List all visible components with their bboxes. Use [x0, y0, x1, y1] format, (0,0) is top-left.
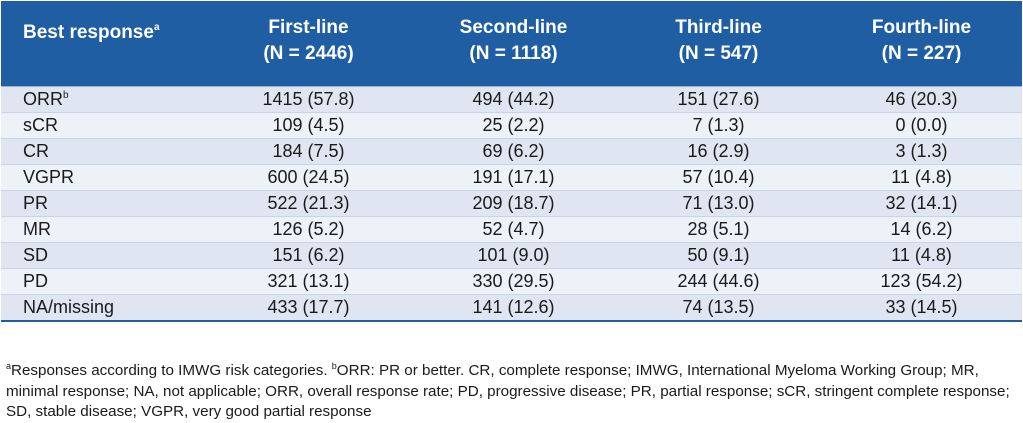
header-row: Best responsea First-line (N = 2446) Seco… — [1, 1, 1022, 86]
table-cell: 141 (12.6) — [411, 294, 616, 322]
footnote-marker-a: a — [6, 361, 12, 371]
table-cell: 32 (14.1) — [821, 190, 1022, 217]
header-fourth-line: Fourth-line (N = 227) — [821, 1, 1022, 86]
header-best-response: Best responsea — [1, 1, 206, 86]
table-cell: 46 (20.3) — [821, 85, 1022, 113]
table-cell: 151 (27.6) — [616, 85, 821, 113]
table-cell: 109 (4.5) — [206, 112, 411, 139]
table-cell: 74 (13.5) — [616, 294, 821, 322]
row-label: SD — [1, 242, 206, 269]
footnote-marker-b: b — [331, 361, 337, 371]
header-footnote-marker: a — [153, 22, 160, 33]
table-cell: 494 (44.2) — [411, 85, 616, 113]
row-label: sCR — [1, 112, 206, 139]
table-cell: 184 (7.5) — [206, 138, 411, 165]
footnote-text-a: Responses according to IMWG risk categor… — [11, 362, 332, 379]
header-col-label: Fourth-line — [871, 17, 972, 38]
table-cell: 33 (14.5) — [821, 294, 1022, 322]
table-cell: 69 (6.2) — [411, 138, 616, 165]
table-cell: 57 (10.4) — [616, 164, 821, 191]
table-cell: 600 (24.5) — [206, 164, 411, 191]
table-row: CR 184 (7.5) 69 (6.2) 16 (2.9) 3 (1.3) — [1, 138, 1022, 165]
table-cell: 28 (5.1) — [616, 216, 821, 243]
table-cell: 151 (6.2) — [206, 242, 411, 269]
header-col-label: Third-line — [675, 17, 762, 38]
table-cell: 244 (44.6) — [616, 268, 821, 295]
table-row: SD 151 (6.2) 101 (9.0) 50 (9.1) 11 (4.8) — [1, 242, 1022, 269]
table-cell: 433 (17.7) — [206, 294, 411, 322]
table-row: ORRb 1415 (57.8) 494 (44.2) 151 (27.6) 4… — [1, 85, 1022, 113]
header-col-n: (N = 547) — [678, 43, 759, 64]
table-cell: 50 (9.1) — [616, 242, 821, 269]
table-cell: 52 (4.7) — [411, 216, 616, 243]
table-cell: 71 (13.0) — [616, 190, 821, 217]
header-col-n: (N = 1118) — [469, 43, 558, 64]
table-cell: 209 (18.7) — [411, 190, 616, 217]
table-row: PR 522 (21.3) 209 (18.7) 71 (13.0) 32 (1… — [1, 190, 1022, 217]
table-cell: 522 (21.3) — [206, 190, 411, 217]
table-cell: 11 (4.8) — [821, 242, 1022, 269]
header-col-label: First-line — [268, 17, 349, 38]
row-label: CR — [1, 138, 206, 165]
table-row: sCR 109 (4.5) 25 (2.2) 7 (1.3) 0 (0.0) — [1, 112, 1022, 139]
header-col-label: Second-line — [459, 17, 568, 38]
response-table: Best responsea First-line (N = 2446) Seco… — [1, 1, 1022, 322]
header-second-line: Second-line (N = 1118) — [411, 1, 616, 86]
header-third-line: Third-line (N = 547) — [616, 1, 821, 86]
table-cell: 101 (9.0) — [411, 242, 616, 269]
table-cell: 14 (6.2) — [821, 216, 1022, 243]
header-best-response-text: Best response — [23, 22, 154, 43]
row-label: MR — [1, 216, 206, 243]
table-cell: 7 (1.3) — [616, 112, 821, 139]
table-cell: 191 (17.1) — [411, 164, 616, 191]
row-label: PD — [1, 268, 206, 295]
row-label: PR — [1, 190, 206, 217]
header-col-n: (N = 227) — [881, 43, 962, 64]
row-footnote-marker: b — [63, 89, 69, 101]
table-cell: 126 (5.2) — [206, 216, 411, 243]
table-footnote: aResponses according to IMWG risk catego… — [6, 356, 1016, 423]
table-row: VGPR 600 (24.5) 191 (17.1) 57 (10.4) 11 … — [1, 164, 1022, 191]
row-label: ORRb — [1, 85, 206, 113]
table-row: PD 321 (13.1) 330 (29.5) 244 (44.6) 123 … — [1, 268, 1022, 295]
footnote-text-b: ORR: PR or better. CR, complete response… — [6, 362, 1010, 420]
table-cell: 0 (0.0) — [821, 112, 1022, 139]
table-cell: 321 (13.1) — [206, 268, 411, 295]
table-cell: 25 (2.2) — [411, 112, 616, 139]
table-cell: 11 (4.8) — [821, 164, 1022, 191]
header-col-n: (N = 2446) — [263, 43, 354, 64]
table-cell: 123 (54.2) — [821, 268, 1022, 295]
table-cell: 3 (1.3) — [821, 138, 1022, 165]
row-label: VGPR — [1, 164, 206, 191]
row-label: NA/missing — [1, 294, 206, 322]
table-cell: 1415 (57.8) — [206, 85, 411, 113]
table-row: MR 126 (5.2) 52 (4.7) 28 (5.1) 14 (6.2) — [1, 216, 1022, 243]
header-first-line: First-line (N = 2446) — [206, 1, 411, 86]
table-row: NA/missing 433 (17.7) 141 (12.6) 74 (13.… — [1, 294, 1022, 322]
table-cell: 16 (2.9) — [616, 138, 821, 165]
row-label-text: ORR — [23, 88, 63, 109]
table-cell: 330 (29.5) — [411, 268, 616, 295]
